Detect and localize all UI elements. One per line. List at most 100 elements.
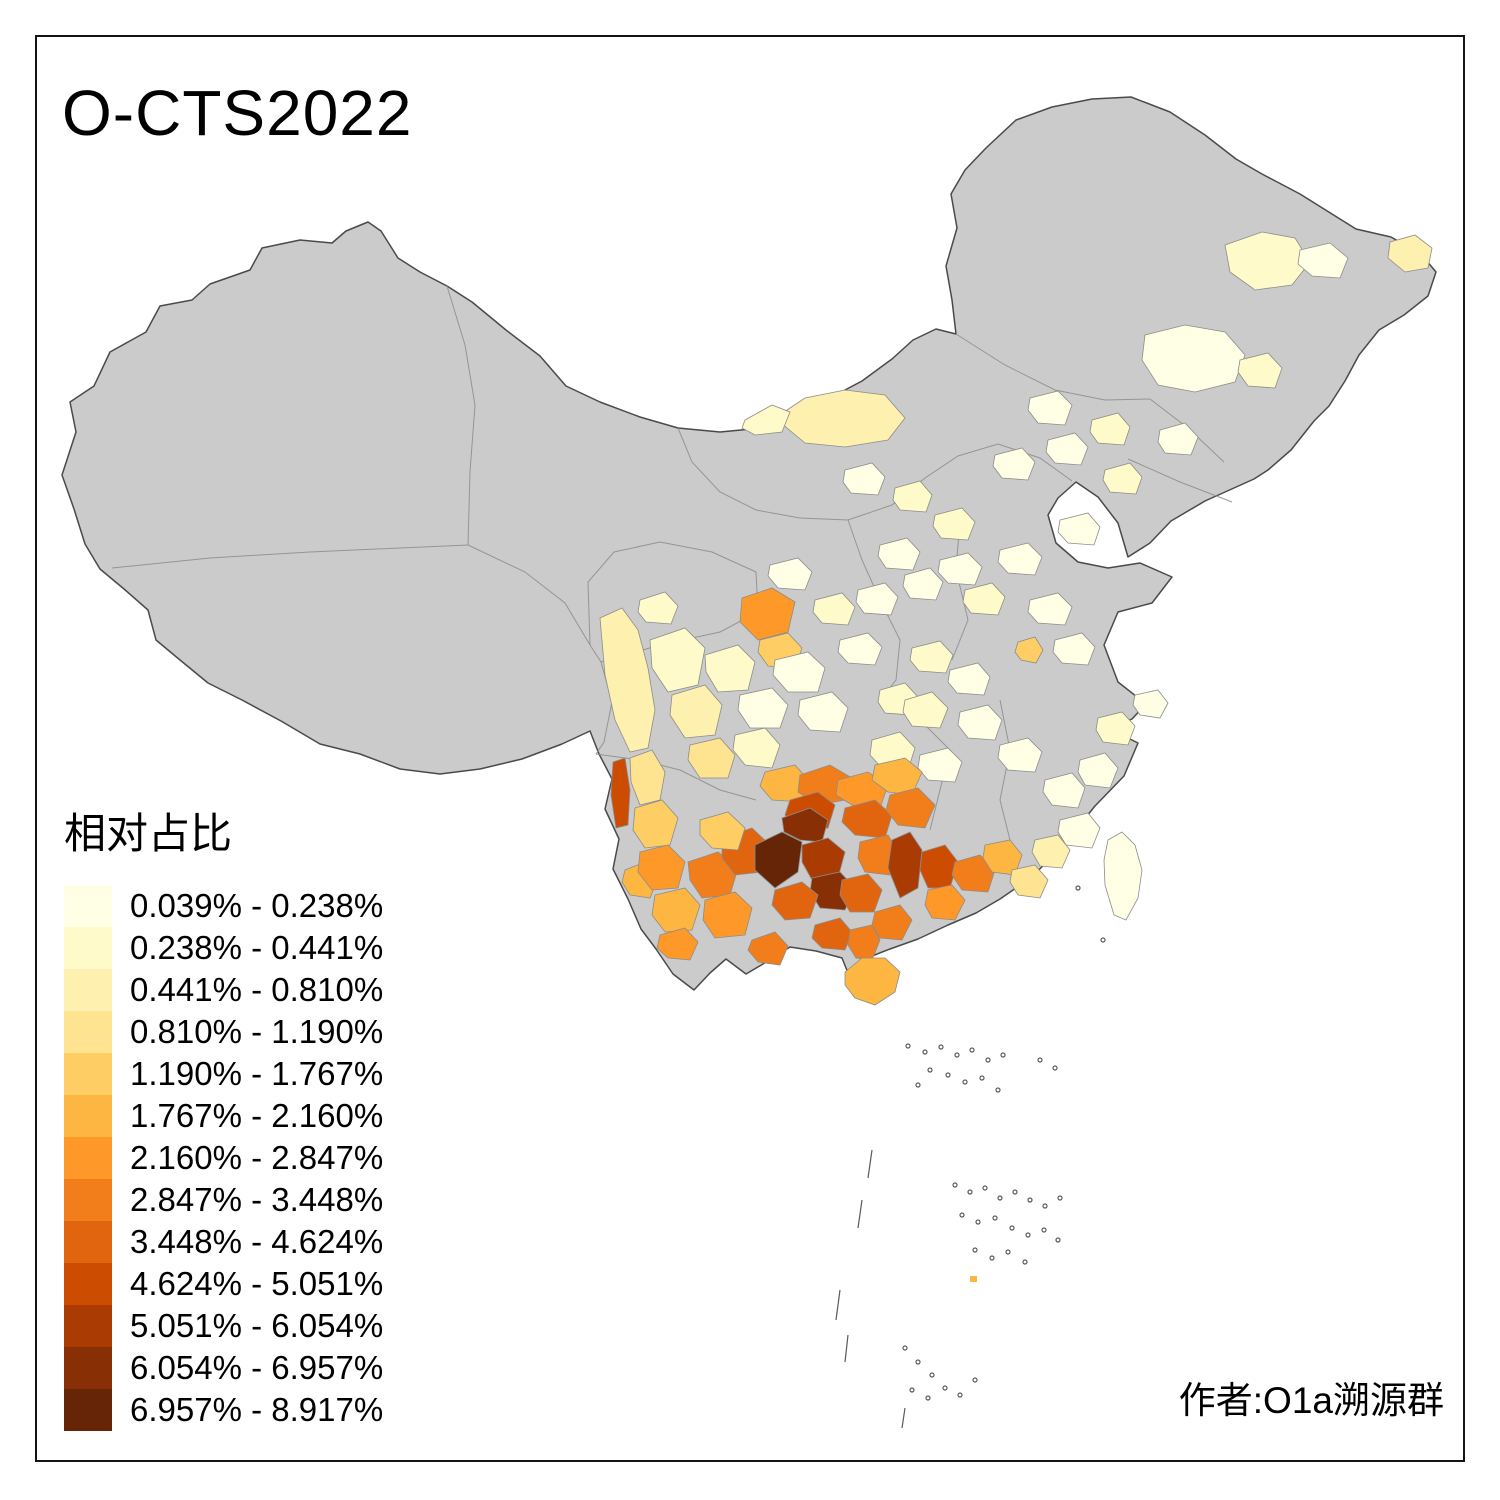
legend-label: 2.160% - 2.847%	[130, 1139, 384, 1176]
legend-swatch	[64, 1221, 112, 1263]
map-region	[857, 834, 899, 876]
legend: 相对占比 0.039% - 0.238% 0.238% - 0.441% 0.4…	[64, 800, 383, 1431]
legend-label: 2.847% - 3.448%	[130, 1181, 384, 1218]
map-title: O-CTS2022	[62, 77, 413, 149]
legend-label: 1.767% - 2.160%	[130, 1097, 384, 1134]
legend-item: 2.160% - 2.847%	[64, 1137, 383, 1179]
legend-label: 3.448% - 4.624%	[130, 1223, 384, 1260]
legend-swatch	[64, 1053, 112, 1095]
legend-item: 0.441% - 0.810%	[64, 969, 383, 1011]
map-region	[951, 854, 996, 893]
legend-label: 4.624% - 5.051%	[130, 1265, 384, 1302]
legend-swatch	[64, 1137, 112, 1179]
south-china-sea-islands	[835, 885, 1106, 1429]
legend-item: 5.051% - 6.054%	[64, 1305, 383, 1347]
map-region	[771, 881, 819, 921]
map-region	[732, 727, 781, 769]
map-region-hainan	[844, 957, 901, 1006]
legend-swatch	[64, 1347, 112, 1389]
legend-label: 0.238% - 0.441%	[130, 929, 384, 966]
legend-label: 0.441% - 0.810%	[130, 971, 384, 1008]
map-region	[632, 799, 679, 849]
map-region	[1052, 632, 1096, 666]
map-region	[887, 831, 923, 899]
map-region	[687, 737, 736, 779]
map-region	[1387, 234, 1433, 273]
legend-item: 0.039% - 0.238%	[64, 885, 383, 927]
author-credit: 作者:O1a溯源群	[1178, 1380, 1444, 1421]
map-region	[610, 757, 631, 829]
legend-item: 0.810% - 1.190%	[64, 1011, 383, 1053]
map-region	[1157, 422, 1199, 456]
legend-swatch	[64, 1011, 112, 1053]
map-region	[767, 557, 813, 591]
map-region	[1031, 834, 1071, 869]
map-region	[1057, 512, 1101, 546]
legend-item: 0.238% - 0.441%	[64, 927, 383, 969]
map-region	[812, 592, 856, 626]
map-region	[947, 662, 991, 696]
map-region	[877, 537, 921, 571]
map-region	[1297, 242, 1349, 279]
map-region	[855, 582, 899, 616]
map-region	[1027, 390, 1073, 426]
legend-label: 1.190% - 1.767%	[130, 1055, 384, 1092]
map-region	[962, 582, 1006, 616]
map-region	[811, 917, 853, 951]
map-region	[885, 787, 936, 829]
map-region	[1141, 324, 1246, 393]
choropleth-regions	[599, 231, 1433, 1006]
legend-swatch	[64, 1179, 112, 1221]
map-region	[909, 640, 954, 674]
legend-item: 6.054% - 6.957%	[64, 1347, 383, 1389]
map-region	[702, 891, 753, 939]
map-region	[1057, 812, 1101, 849]
map-region	[892, 480, 933, 513]
legend-item: 2.847% - 3.448%	[64, 1179, 383, 1221]
map-region	[1102, 462, 1143, 495]
legend-item: 1.767% - 2.160%	[64, 1095, 383, 1137]
map-region	[704, 644, 756, 693]
map-region	[1237, 352, 1283, 389]
legend-label: 6.957% - 8.917%	[130, 1391, 384, 1428]
map-region	[629, 749, 666, 806]
legend-swatch	[64, 1389, 112, 1431]
map-region	[656, 927, 699, 961]
map-region	[599, 607, 656, 753]
map-region	[739, 587, 796, 641]
map-region	[997, 737, 1043, 773]
map-region	[932, 507, 976, 541]
map-region	[902, 691, 949, 729]
map-region	[997, 542, 1043, 576]
map-region	[637, 844, 686, 891]
map-region	[917, 747, 963, 783]
map-region	[637, 591, 679, 625]
map-region	[957, 704, 1003, 741]
legend-swatch	[64, 1095, 112, 1137]
map-region	[1045, 432, 1089, 466]
map-region	[1042, 772, 1086, 809]
legend-label: 0.810% - 1.190%	[130, 1013, 384, 1050]
map-region	[741, 404, 791, 436]
map-region	[737, 687, 789, 729]
map-region	[1077, 752, 1119, 789]
map-region	[924, 884, 966, 921]
map-region	[774, 389, 906, 448]
map-region-taiwan	[1103, 831, 1143, 921]
legend-swatch	[64, 1305, 112, 1347]
legend-label: 5.051% - 6.054%	[130, 1307, 384, 1344]
legend-swatch	[64, 927, 112, 969]
map-region	[902, 567, 944, 601]
map-region	[937, 552, 983, 586]
map-region	[797, 691, 849, 733]
legend-swatch	[64, 885, 112, 927]
map-region	[754, 831, 803, 889]
legend-label: 0.039% - 0.238%	[130, 887, 384, 924]
map-region	[1224, 231, 1311, 291]
legend-item: 1.190% - 1.767%	[64, 1053, 383, 1095]
map-region	[772, 651, 826, 693]
map-region	[839, 873, 883, 913]
map-region	[651, 887, 701, 933]
